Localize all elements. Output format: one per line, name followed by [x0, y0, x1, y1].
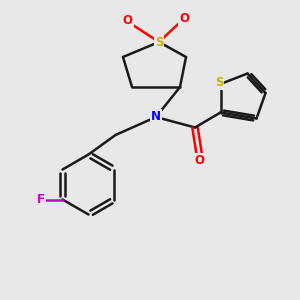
Text: O: O — [194, 154, 205, 167]
Text: F: F — [37, 193, 45, 206]
Text: S: S — [215, 76, 223, 89]
Text: O: O — [122, 14, 133, 28]
Text: O: O — [179, 11, 190, 25]
Text: N: N — [151, 110, 161, 124]
Text: S: S — [155, 35, 163, 49]
